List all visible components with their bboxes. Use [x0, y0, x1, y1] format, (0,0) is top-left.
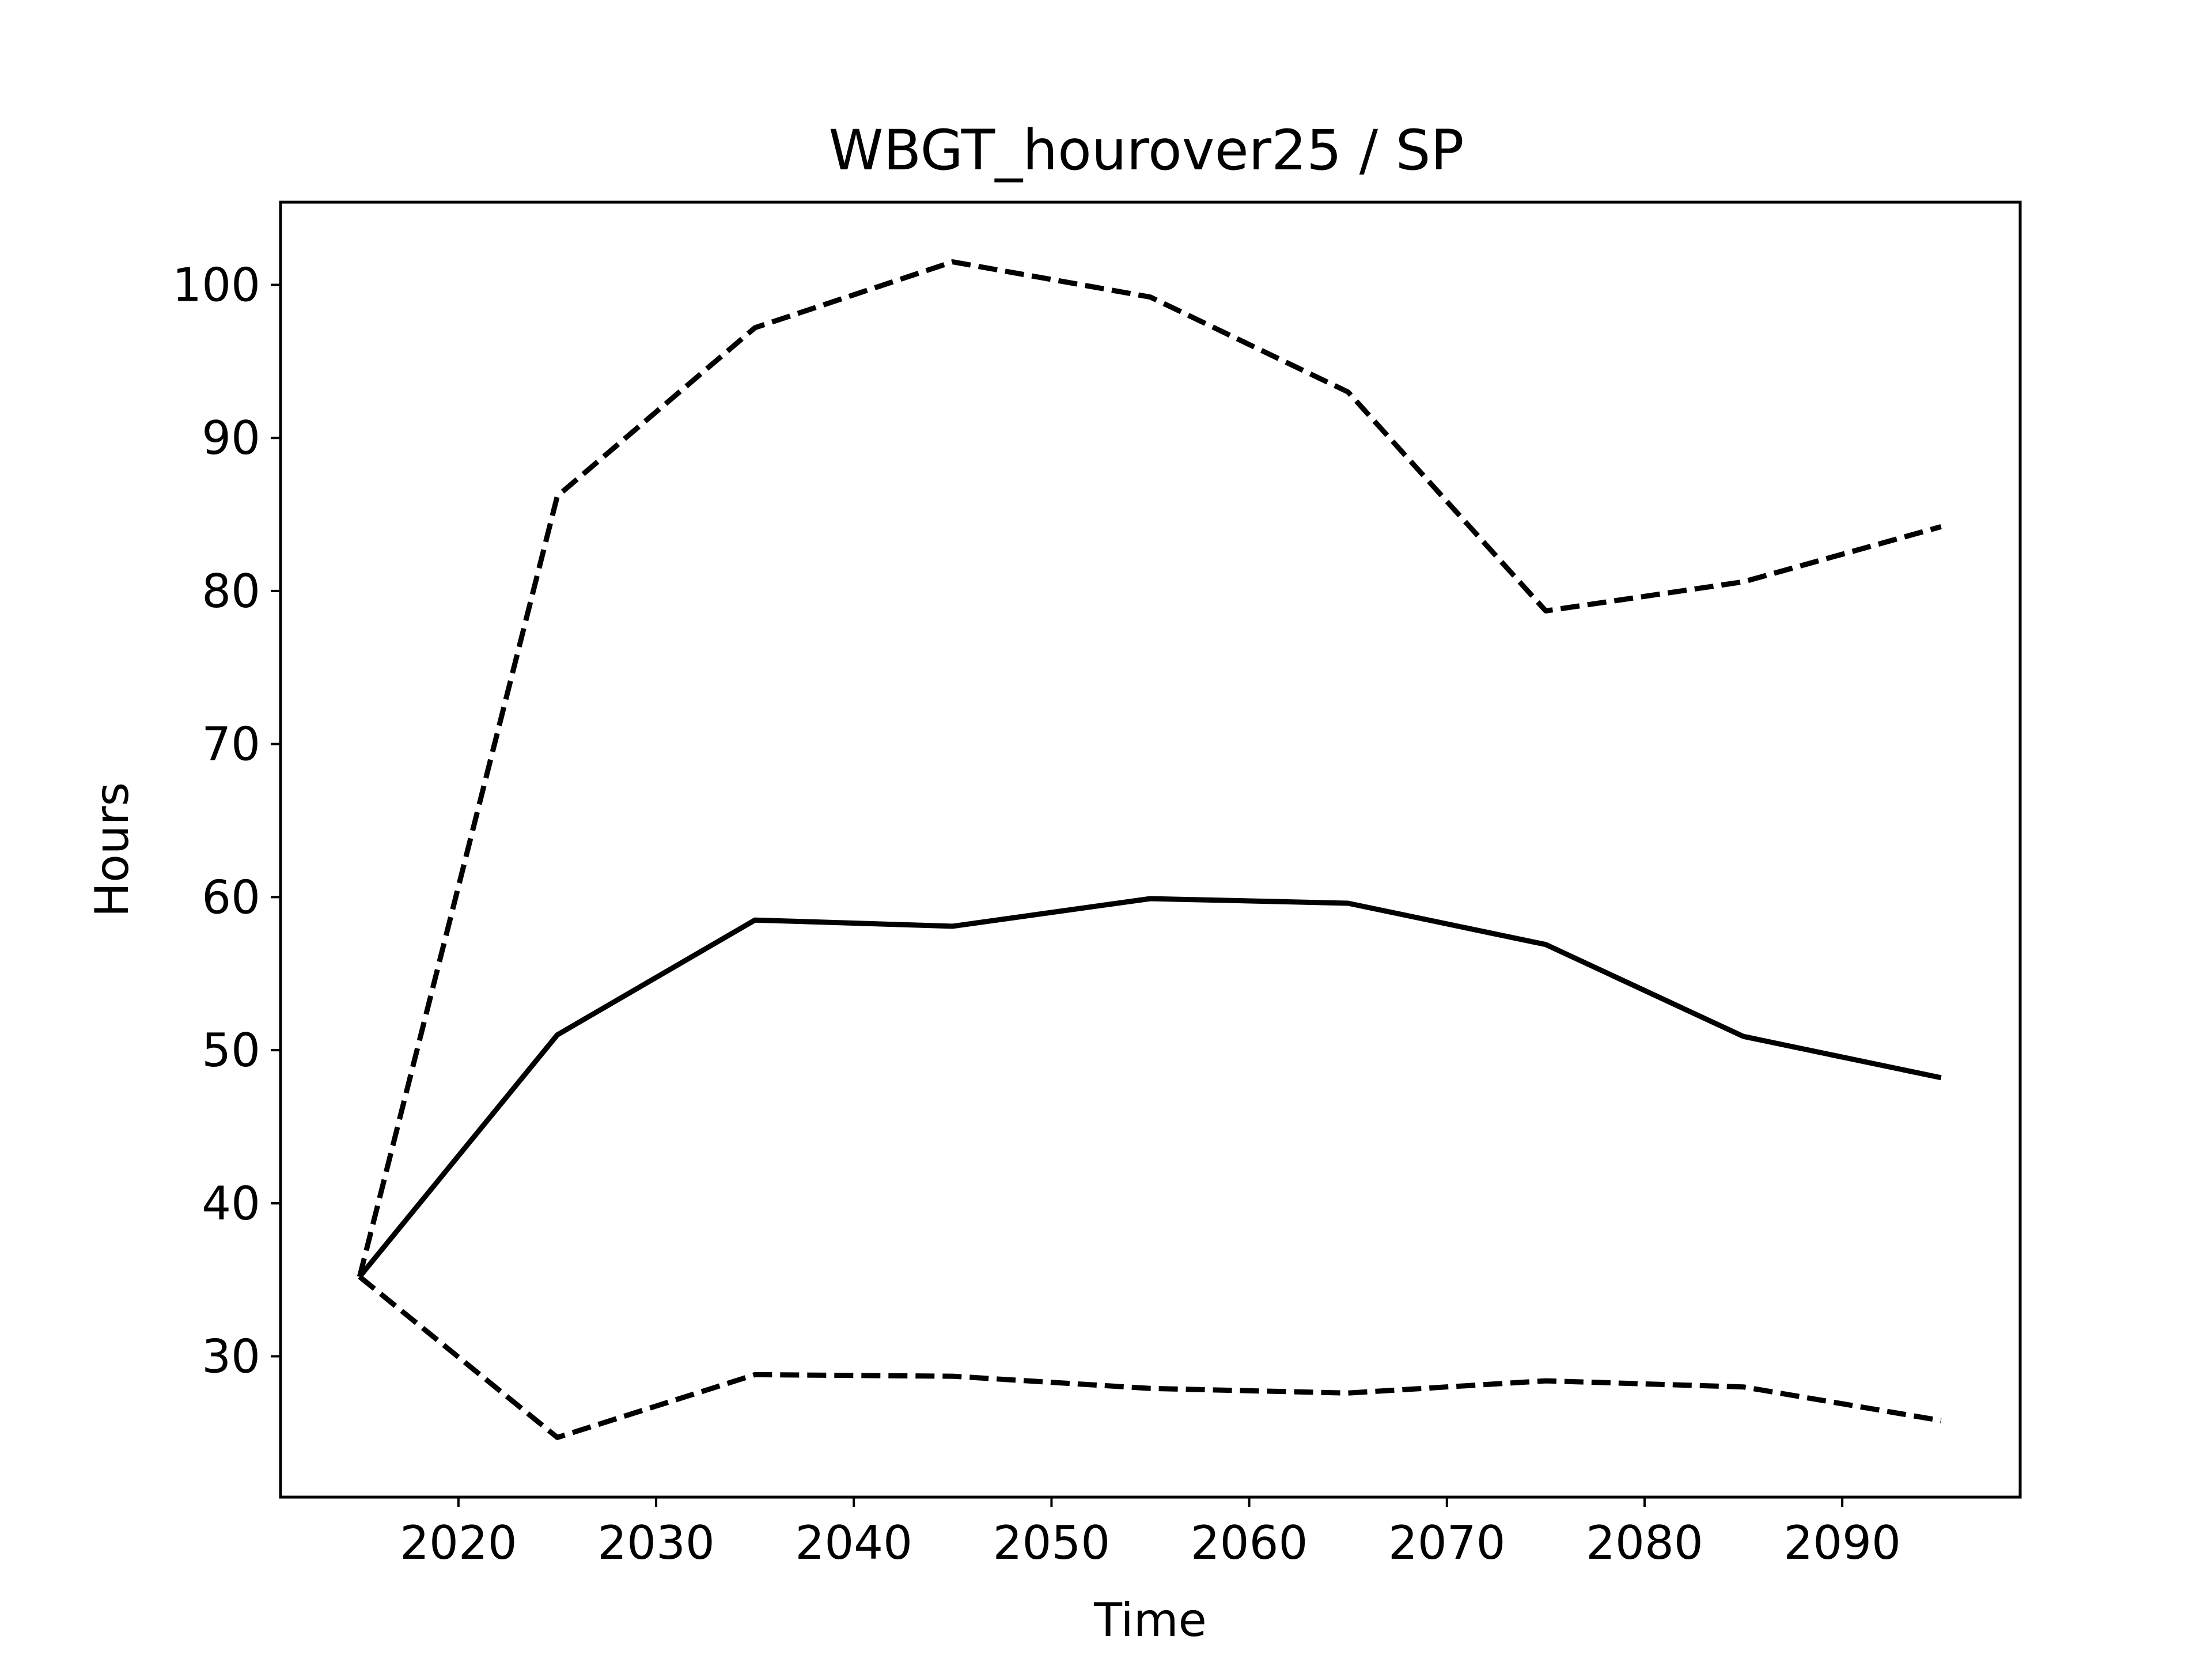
series-line-3-dashed [358, 1274, 1942, 1440]
x-axis: 2020 2030 2040 2050 2060 2070 2080 2090 [400, 1497, 1901, 1570]
x-tick-label-2080: 2080 [1586, 1516, 1703, 1570]
x-tick-label-2070: 2070 [1388, 1516, 1506, 1570]
series-layer [357, 259, 1942, 1440]
y-tick-label-100: 100 [172, 258, 260, 312]
y-axis-label: Hours [85, 782, 139, 917]
axes-frame [279, 200, 2022, 1499]
y-tick-label-40: 40 [202, 1177, 260, 1230]
y-tick-label-30: 30 [202, 1330, 260, 1384]
series-line-2-solid [357, 896, 1942, 1279]
x-tick-label-2020: 2020 [400, 1516, 517, 1570]
y-tick-label-90: 90 [202, 411, 260, 465]
x-tick-label-2040: 2040 [795, 1516, 912, 1570]
y-tick-label-80: 80 [202, 565, 260, 618]
x-tick-label-2090: 2090 [1783, 1516, 1901, 1570]
series-line-1-dashed [357, 259, 1942, 1278]
y-axis: 30 40 50 60 70 80 90 100 [172, 258, 281, 1384]
x-tick-label-2030: 2030 [597, 1516, 715, 1570]
y-tick-label-70: 70 [202, 718, 260, 771]
y-tick-label-50: 50 [202, 1024, 260, 1077]
x-axis-label: Time [1093, 1593, 1207, 1647]
x-tick-label-2050: 2050 [993, 1516, 1111, 1570]
x-tick-label-2060: 2060 [1191, 1516, 1308, 1570]
plot-area [279, 200, 2022, 1499]
chart-title: WBGT_hourover25 / SP [829, 118, 1464, 183]
y-tick-label-60: 60 [202, 870, 260, 924]
